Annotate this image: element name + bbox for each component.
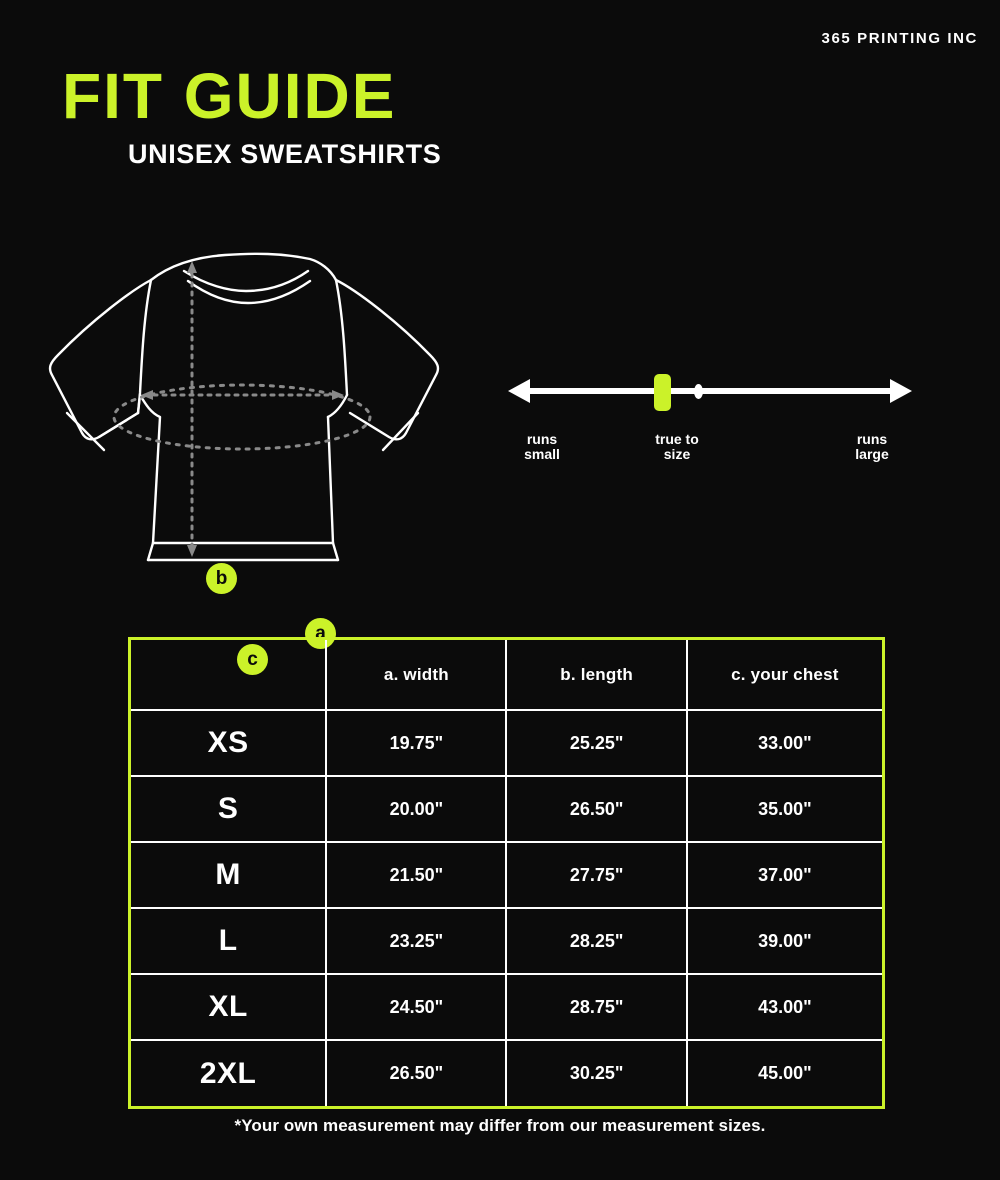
cell-length: 28.25"	[505, 907, 688, 975]
cell-size: XL	[131, 973, 328, 1041]
page-subtitle: UNISEX SWEATSHIRTS	[128, 139, 442, 169]
cell-width: 26.50"	[325, 1039, 508, 1106]
fit-scale-tick-dot	[694, 384, 703, 399]
measurement-disclaimer: *Your own measurement may differ from ou…	[234, 1116, 766, 1135]
cell-length: 28.75"	[505, 973, 688, 1041]
length-arrow-up	[187, 261, 197, 273]
fit-scale-label-true-to-size: true to size	[655, 431, 699, 463]
table-row: S 20.00" 26.50" 35.00"	[131, 775, 882, 843]
column-header-width: a. width	[325, 640, 508, 711]
length-arrow-down	[187, 545, 197, 557]
width-arrow-right	[332, 390, 344, 400]
column-header-size	[131, 640, 328, 711]
fit-scale-arrow	[508, 379, 912, 403]
arrow-left-icon	[508, 379, 530, 403]
column-header-chest: c. your chest	[685, 640, 882, 711]
cell-width: 21.50"	[325, 841, 508, 909]
cell-size: XS	[131, 709, 328, 777]
fit-scale-label-runs-small: runs small	[524, 431, 560, 463]
cell-length: 30.25"	[505, 1039, 688, 1106]
cell-width: 20.00"	[325, 775, 508, 843]
cell-width: 24.50"	[325, 973, 508, 1041]
cell-chest: 39.00"	[685, 907, 882, 975]
cell-length: 27.75"	[505, 841, 688, 909]
table-row: M 21.50" 27.75" 37.00"	[131, 841, 882, 909]
fit-scale-marker	[654, 374, 671, 411]
sweatshirt-illustration: a b c	[20, 235, 500, 675]
size-chart-table: a. width b. length c. your chest XS 19.7…	[128, 637, 885, 1109]
arrow-right-icon	[890, 379, 912, 403]
cell-chest: 43.00"	[685, 973, 882, 1041]
cell-size: 2XL	[131, 1039, 328, 1106]
chest-guide-ellipse	[112, 383, 372, 451]
cell-chest: 33.00"	[685, 709, 882, 777]
cell-width: 19.75"	[325, 709, 508, 777]
table-row: L 23.25" 28.25" 39.00"	[131, 907, 882, 975]
column-header-length: b. length	[505, 640, 688, 711]
width-arrow-left	[141, 390, 153, 400]
table-header-row: a. width b. length c. your chest	[131, 640, 882, 711]
cell-length: 25.25"	[505, 709, 688, 777]
cell-chest: 45.00"	[685, 1039, 882, 1106]
cell-chest: 35.00"	[685, 775, 882, 843]
brand-name: 365 PRINTING INC	[821, 30, 978, 47]
sweatshirt-diagram-svg	[48, 252, 440, 562]
cell-width: 23.25"	[325, 907, 508, 975]
cell-size: M	[131, 841, 328, 909]
cell-chest: 37.00"	[685, 841, 882, 909]
cell-length: 26.50"	[505, 775, 688, 843]
table-row: XL 24.50" 28.75" 43.00"	[131, 973, 882, 1041]
measurement-badge-b: b	[206, 563, 237, 594]
fit-scale-label-runs-large: runs large	[855, 431, 889, 463]
table-body: XS 19.75" 25.25" 33.00" S 20.00" 26.50" …	[131, 709, 882, 1106]
table-row: XS 19.75" 25.25" 33.00"	[131, 709, 882, 777]
page-title: FIT GUIDE	[62, 60, 397, 132]
fit-scale: runs small true to size runs large	[500, 360, 920, 470]
table-row: 2XL 26.50" 30.25" 45.00"	[131, 1039, 882, 1106]
cell-size: L	[131, 907, 328, 975]
cell-size: S	[131, 775, 328, 843]
